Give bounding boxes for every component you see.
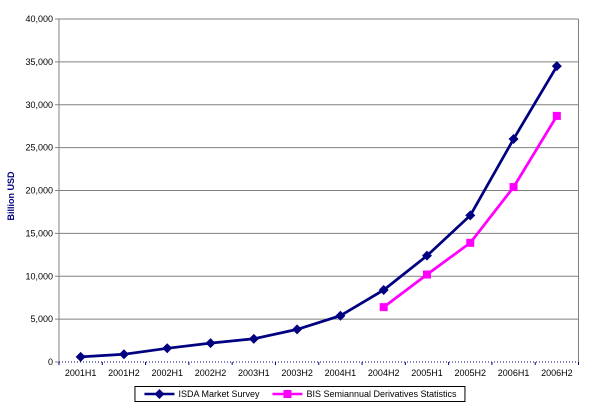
x-tick-label-2001H2: 2001H2 xyxy=(108,368,140,378)
y-tick-label-40000: 40,000 xyxy=(25,14,53,24)
legend-label-isda: ISDA Market Survey xyxy=(178,389,260,399)
isda-series-line xyxy=(80,65,559,359)
isda-data-point xyxy=(335,310,346,321)
bis-data-point xyxy=(422,270,431,279)
isda-data-point xyxy=(292,324,303,335)
legend-item-isda: ISDA Market Survey xyxy=(143,389,259,399)
isda-data-point xyxy=(378,284,389,295)
isda-data-point xyxy=(118,349,129,360)
y-tick-label-35000: 35,000 xyxy=(25,57,53,67)
y-tick-label-5000: 5,000 xyxy=(30,314,53,324)
isda-data-point xyxy=(465,210,476,221)
isda-data-point xyxy=(248,333,259,344)
isda-legend-marker-icon xyxy=(144,389,175,399)
isda-data-point xyxy=(508,134,519,145)
y-tick-label-10000: 10,000 xyxy=(25,271,53,281)
bis-data-point xyxy=(466,238,475,247)
x-tick-label-2006H2: 2006H2 xyxy=(541,368,573,378)
isda-data-point xyxy=(421,250,432,261)
legend: ISDA Market Survey BIS Semiannual Deriva… xyxy=(134,386,466,402)
y-tick-label-25000: 25,000 xyxy=(25,143,53,153)
x-tick-label-2003H2: 2003H2 xyxy=(281,368,313,378)
y-tick-label-15000: 15,000 xyxy=(25,228,53,238)
isda-data-point xyxy=(205,338,216,349)
x-tick-label-2003H1: 2003H1 xyxy=(238,368,270,378)
bis-data-point xyxy=(552,111,561,120)
y-tick-label-30000: 30,000 xyxy=(25,100,53,110)
bis-legend-marker-icon xyxy=(272,390,303,398)
isda-data-point xyxy=(162,343,173,354)
bis-data-point xyxy=(509,183,518,192)
x-tick-label-2005H1: 2005H1 xyxy=(411,368,443,378)
x-tick-label-2006H1: 2006H1 xyxy=(498,368,530,378)
y-tick-label-0: 0 xyxy=(48,357,53,367)
x-tick-label-2005H2: 2005H2 xyxy=(455,368,487,378)
x-tick-label-2004H1: 2004H1 xyxy=(325,368,357,378)
isda-data-point xyxy=(75,351,86,362)
y-tick-label-20000: 20,000 xyxy=(25,186,53,196)
x-tick-label-2002H2: 2002H2 xyxy=(195,368,227,378)
isda-data-point xyxy=(551,61,562,72)
x-tick-label-2002H1: 2002H1 xyxy=(151,368,183,378)
plot-area: 0 5,000 10,000 15,000 20,000 25,000 30,000 35,0… xyxy=(25,14,579,378)
legend-label-bis: BIS Semiannual Derivatives Statistics xyxy=(306,389,457,399)
x-tick-label-2004H2: 2004H2 xyxy=(368,368,400,378)
legend-item-bis: BIS Semiannual Derivatives Statistics xyxy=(271,389,457,399)
bis-data-point xyxy=(379,303,388,312)
x-tick-label-2001H1: 2001H1 xyxy=(65,368,97,378)
